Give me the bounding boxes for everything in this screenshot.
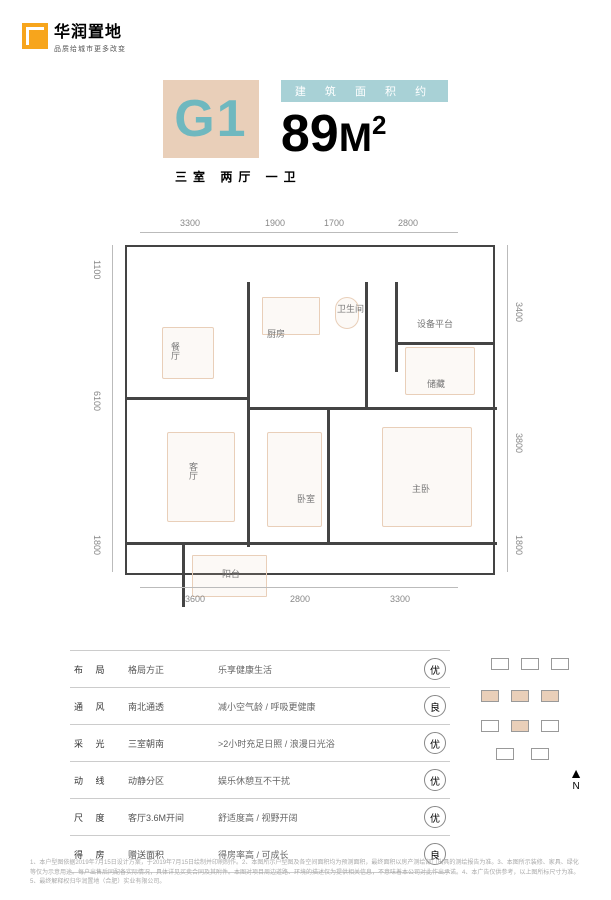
feature-badge: 优 <box>424 658 446 680</box>
feature-row: 尺 度客厅3.6M开间舒适度高 / 视野开阔优 <box>70 798 450 835</box>
feature-category: 尺 度 <box>74 811 128 824</box>
room-label: 储藏 <box>427 377 445 390</box>
site-building <box>481 690 499 702</box>
dim-right: 3400 <box>514 302 524 322</box>
dim-right: 3800 <box>514 433 524 453</box>
furniture <box>267 432 322 527</box>
room-label: 设备平台 <box>417 317 453 330</box>
site-building <box>496 748 514 760</box>
room-label: 主卧 <box>412 482 430 495</box>
feature-name: 动静分区 <box>128 774 218 787</box>
feature-category: 采 光 <box>74 737 128 750</box>
wall <box>127 397 247 400</box>
feature-name: 南北通透 <box>128 700 218 713</box>
room-label: 厨房 <box>267 327 285 340</box>
furniture <box>382 427 472 527</box>
area-sup: 2 <box>372 110 386 140</box>
brand-logo: 华润置地 品质给城市更多改变 <box>22 18 126 54</box>
dim-right: 1800 <box>514 535 524 555</box>
feature-badge: 优 <box>424 769 446 791</box>
feature-row: 布 局格局方正乐享健康生活优 <box>70 650 450 687</box>
feature-row: 通 风南北通透减小空气龄 / 呼吸更健康良 <box>70 687 450 724</box>
area-value: 89M2 <box>281 108 387 160</box>
site-building <box>531 748 549 760</box>
site-map: ▲ N <box>471 650 591 800</box>
unit-code-box: G1 <box>163 80 259 158</box>
compass-label: N <box>569 781 583 792</box>
brand-name: 华润置地 <box>54 18 126 42</box>
site-building <box>491 658 509 670</box>
plan-outline: 餐厅厨房卫生间设备平台储藏客厅卧室主卧阳台 <box>125 245 495 575</box>
wall <box>247 282 250 547</box>
site-building <box>541 720 559 732</box>
feature-table: 布 局格局方正乐享健康生活优通 风南北通透减小空气龄 / 呼吸更健康良采 光三室… <box>70 650 450 873</box>
wall <box>327 407 330 545</box>
area-unit: M <box>339 116 372 160</box>
feature-category: 动 线 <box>74 774 128 787</box>
feature-row: 采 光三室朝南>2小时充足日照 / 浪漫日光浴优 <box>70 724 450 761</box>
area-number: 89 <box>281 105 339 163</box>
feature-badge: 良 <box>424 695 446 717</box>
feature-desc: 舒适度高 / 视野开阔 <box>218 811 424 824</box>
dim-left: 1800 <box>92 535 102 555</box>
logo-icon <box>22 23 48 49</box>
room-label: 卫生间 <box>337 302 364 315</box>
feature-name: 格局方正 <box>128 663 218 676</box>
feature-name: 客厅3.6M开间 <box>128 811 218 824</box>
unit-description: 三室 两厅 一卫 <box>175 168 302 185</box>
site-building <box>521 658 539 670</box>
room-label: 餐厅 <box>169 342 182 360</box>
feature-desc: 乐享健康生活 <box>218 663 424 676</box>
feature-desc: 娱乐休憩互不干扰 <box>218 774 424 787</box>
floorplan-diagram: 餐厅 厨房 卫生间设备平台储藏客厅卧室 主卧阳台 3300 1900 1700 2800 36… <box>100 210 510 610</box>
feature-category: 布 局 <box>74 663 128 676</box>
site-building <box>551 658 569 670</box>
dim-bottom: 3600 <box>185 594 205 604</box>
unit-header: G1 建 筑 面 积 约 89M2 <box>0 80 611 160</box>
feature-badge: 优 <box>424 732 446 754</box>
feature-name: 三室朝南 <box>128 737 218 750</box>
site-building <box>541 690 559 702</box>
area-box: 建 筑 面 积 约 89M2 <box>281 80 448 160</box>
site-building <box>481 720 499 732</box>
unit-code: G1 <box>174 89 247 149</box>
dim-top: 2800 <box>398 218 418 228</box>
room-label: 阳台 <box>222 567 240 580</box>
dim-top: 3300 <box>180 218 200 228</box>
feature-desc: 减小空气龄 / 呼吸更健康 <box>218 700 424 713</box>
feature-desc: >2小时充足日照 / 浪漫日光浴 <box>218 737 424 750</box>
site-building <box>511 690 529 702</box>
wall <box>395 282 398 372</box>
feature-row: 动 线动静分区娱乐休憩互不干扰优 <box>70 761 450 798</box>
wall <box>365 282 368 410</box>
feature-category: 通 风 <box>74 700 128 713</box>
furniture <box>167 432 235 522</box>
compass-icon: ▲ N <box>569 765 583 792</box>
site-building <box>511 720 529 732</box>
area-label: 建 筑 面 积 约 <box>295 83 434 99</box>
dim-top: 1900 <box>265 218 285 228</box>
room-label: 客厅 <box>187 462 200 480</box>
wall <box>247 407 497 410</box>
dim-left: 6100 <box>92 391 102 411</box>
disclaimer-text: 1、本户型图依据2019年7月15日设计方案，于2019年7月15日绘制并印刷制… <box>30 859 581 888</box>
dim-bottom: 3300 <box>390 594 410 604</box>
wall <box>395 342 495 345</box>
room-label: 卧室 <box>297 492 315 505</box>
dim-left: 1100 <box>92 260 102 279</box>
dim-bottom: 2800 <box>290 594 310 604</box>
feature-badge: 优 <box>424 806 446 828</box>
brand-tagline: 品质给城市更多改变 <box>54 44 126 54</box>
dim-top: 1700 <box>324 218 344 228</box>
